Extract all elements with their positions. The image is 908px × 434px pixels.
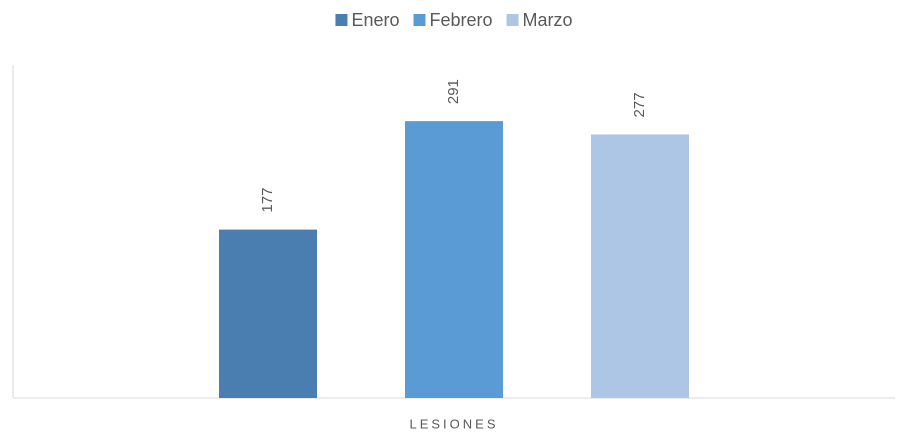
data-label: 177 <box>259 188 276 213</box>
legend-swatch <box>413 14 426 26</box>
legend-label: Enero <box>351 10 399 30</box>
bar <box>591 134 689 398</box>
data-label: 277 <box>631 92 648 117</box>
legend-label: Febrero <box>430 10 493 30</box>
data-label: 291 <box>445 79 462 104</box>
x-tick-label: LESIONES <box>409 416 498 431</box>
legend-swatch <box>335 14 348 26</box>
bar <box>219 229 317 398</box>
legend-label: Marzo <box>523 10 573 30</box>
legend-swatch <box>506 14 519 26</box>
bar <box>405 121 503 399</box>
